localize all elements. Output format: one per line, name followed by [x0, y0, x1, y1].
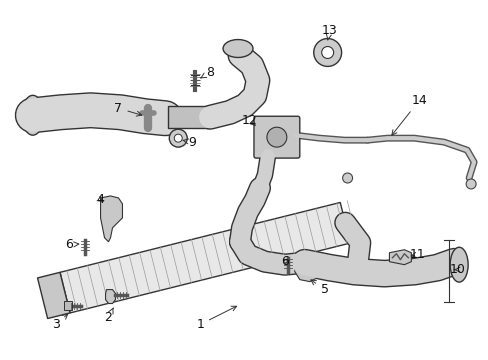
Text: 14: 14	[391, 94, 427, 135]
Text: 6: 6	[64, 238, 79, 251]
Circle shape	[342, 173, 352, 183]
Circle shape	[313, 39, 341, 67]
Ellipse shape	[22, 95, 44, 135]
Polygon shape	[101, 196, 122, 242]
Circle shape	[169, 129, 187, 147]
Ellipse shape	[223, 40, 252, 58]
FancyBboxPatch shape	[63, 301, 72, 310]
Text: 7: 7	[114, 102, 142, 116]
Text: 6: 6	[280, 255, 288, 268]
Text: 10: 10	[448, 263, 464, 276]
Text: 9: 9	[183, 136, 196, 149]
Text: 5: 5	[310, 280, 328, 296]
Polygon shape	[60, 202, 349, 313]
Text: 11: 11	[408, 248, 425, 261]
Polygon shape	[388, 250, 410, 265]
Polygon shape	[38, 273, 70, 319]
Polygon shape	[105, 289, 115, 303]
Text: 2: 2	[104, 308, 113, 324]
Circle shape	[465, 179, 475, 189]
Polygon shape	[294, 254, 319, 282]
Circle shape	[174, 134, 182, 142]
Text: 3: 3	[52, 314, 68, 331]
FancyBboxPatch shape	[168, 106, 210, 128]
Text: 4: 4	[97, 193, 104, 206]
FancyBboxPatch shape	[253, 116, 299, 158]
Ellipse shape	[449, 247, 467, 282]
Text: 8: 8	[201, 66, 214, 79]
Text: 1: 1	[196, 306, 236, 331]
Text: 13: 13	[321, 24, 337, 40]
Circle shape	[321, 46, 333, 58]
Text: 12: 12	[242, 114, 257, 127]
Circle shape	[266, 127, 286, 147]
